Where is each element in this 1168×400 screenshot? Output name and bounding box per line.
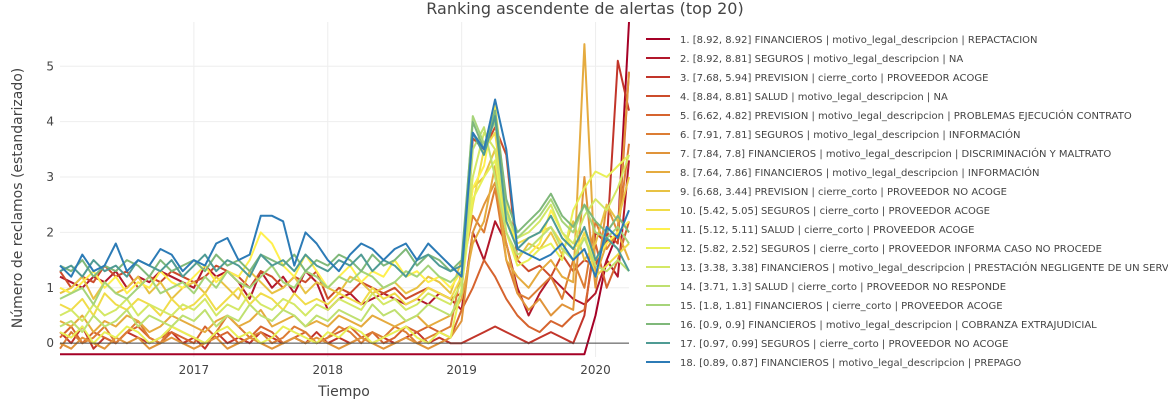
legend-label: 17. [0.97, 0.99] SEGUROS | cierre_corto … [680,339,1008,350]
legend-item-6[interactable]: 6. [7.91, 7.81] SEGUROS | motivo_legal_d… [646,128,1020,141]
x-axis-title: Tiempo [317,384,370,400]
legend-label: 16. [0.9, 0.9] FINANCIEROS | motivo_lega… [680,320,1097,331]
legend-label: 13. [3.38, 3.38] FINANCIEROS | motivo_le… [680,261,1168,274]
chart-title: Ranking ascendente de alertas (top 20) [426,0,743,18]
series-line-2[interactable] [59,160,630,317]
x-axis-ticks: 2017 2018 2019 2020 [179,363,611,377]
series-line-13[interactable] [59,131,630,322]
y-tick-label: 1 [46,281,54,295]
legend[interactable]: 1. [8.92, 8.92] FINANCIEROS | motivo_leg… [646,35,1168,369]
legend-label: 10. [5.42, 5.05] SEGUROS | cierre_corto … [680,206,990,217]
plot-area [59,21,630,356]
legend-item-16[interactable]: 16. [0.9, 0.9] FINANCIEROS | motivo_lega… [646,320,1097,331]
legend-item-18[interactable]: 18. [0.89, 0.87] FINANCIEROS | motivo_le… [646,358,1021,369]
legend-label: 5. [6.62, 4.82] PREVISION | motivo_legal… [680,109,1132,122]
series-line-4[interactable] [59,71,630,300]
legend-item-12[interactable]: 12. [5.82, 2.52] SEGUROS | cierre_corto … [646,244,1102,255]
y-tick-label: 4 [46,115,54,129]
series-line-17[interactable] [59,115,630,278]
legend-label: 7. [7.84, 7.8] FINANCIEROS | motivo_lega… [680,147,1111,160]
legend-item-7[interactable]: 7. [7.84, 7.8] FINANCIEROS | motivo_lega… [646,147,1111,160]
legend-item-14[interactable]: 14. [3.71, 1.3] SALUD | cierre_corto | P… [646,282,1006,293]
y-tick-label: 3 [46,170,54,184]
y-axis-ticks: 0 1 2 3 4 5 [46,59,54,350]
series-line-16[interactable] [59,109,630,278]
y-tick-label: 2 [46,225,54,239]
x-tick-label: 2017 [179,363,210,377]
series-line-12[interactable] [59,154,630,345]
x-tick-label: 2018 [312,363,343,377]
legend-item-1[interactable]: 1. [8.92, 8.92] FINANCIEROS | motivo_leg… [646,35,1038,46]
legend-item-10[interactable]: 10. [5.42, 5.05] SEGUROS | cierre_corto … [646,206,990,217]
legend-item-5[interactable]: 5. [6.62, 4.82] PREVISION | motivo_legal… [646,109,1132,122]
x-tick-label: 2020 [580,363,611,377]
legend-item-4[interactable]: 4. [8.84, 8.81] SALUD | motivo_legal_des… [646,92,948,103]
y-tick-label: 0 [46,336,54,350]
legend-item-8[interactable]: 8. [7.64, 7.86] FINANCIEROS | motivo_leg… [646,166,1040,179]
y-tick-label: 5 [46,59,54,73]
legend-item-9[interactable]: 9. [6.68, 3.44] PREVISION | cierre_corto… [646,187,1007,198]
legend-label: 11. [5.12, 5.11] SALUD | cierre_corto | … [680,225,974,236]
series-line-8[interactable] [59,43,630,334]
legend-item-2[interactable]: 2. [8.92, 8.81] SEGUROS | motivo_legal_d… [646,54,963,65]
legend-label: 4. [8.84, 8.81] SALUD | motivo_legal_des… [680,92,948,103]
series-line-1[interactable] [60,21,630,356]
legend-label: 8. [7.64, 7.86] FINANCIEROS | motivo_leg… [680,166,1040,179]
legend-label: 2. [8.92, 8.81] SEGUROS | motivo_legal_d… [680,54,963,65]
grid [60,22,629,357]
legend-label: 12. [5.82, 2.52] SEGUROS | cierre_corto … [680,244,1102,255]
x-tick-label: 2019 [446,363,477,377]
legend-item-15[interactable]: 15. [1.8, 1.81] FINANCIEROS | cierre_cor… [646,301,1003,312]
legend-label: 9. [6.68, 3.44] PREVISION | cierre_corto… [680,187,1007,198]
legend-label: 14. [3.71, 1.3] SALUD | cierre_corto | P… [680,282,1006,293]
series-line-15[interactable] [59,115,630,306]
y-axis-title: Número de reclamos (estandarizado) [10,68,26,328]
series-line-14[interactable] [59,126,630,334]
series-line-11[interactable] [59,104,630,295]
series-line-18[interactable] [59,98,630,278]
legend-label: 6. [7.91, 7.81] SEGUROS | motivo_legal_d… [680,128,1020,141]
series-line-5[interactable] [59,221,630,345]
series-line-9[interactable] [59,148,630,300]
legend-item-13[interactable]: 13. [3.38, 3.38] FINANCIEROS | motivo_le… [646,261,1168,274]
legend-label: 15. [1.8, 1.81] FINANCIEROS | cierre_cor… [680,301,1003,312]
legend-item-17[interactable]: 17. [0.97, 0.99] SEGUROS | cierre_corto … [646,339,1008,350]
legend-label: 18. [0.89, 0.87] FINANCIEROS | motivo_le… [680,358,1021,369]
legend-item-11[interactable]: 11. [5.12, 5.11] SALUD | cierre_corto | … [646,225,974,236]
legend-item-3[interactable]: 3. [7.68, 5.94] PREVISION | cierre_corto… [646,73,988,84]
legend-label: 3. [7.68, 5.94] PREVISION | cierre_corto… [680,73,988,84]
legend-label: 1. [8.92, 8.92] FINANCIEROS | motivo_leg… [680,35,1038,46]
series-line-7[interactable] [59,71,630,350]
